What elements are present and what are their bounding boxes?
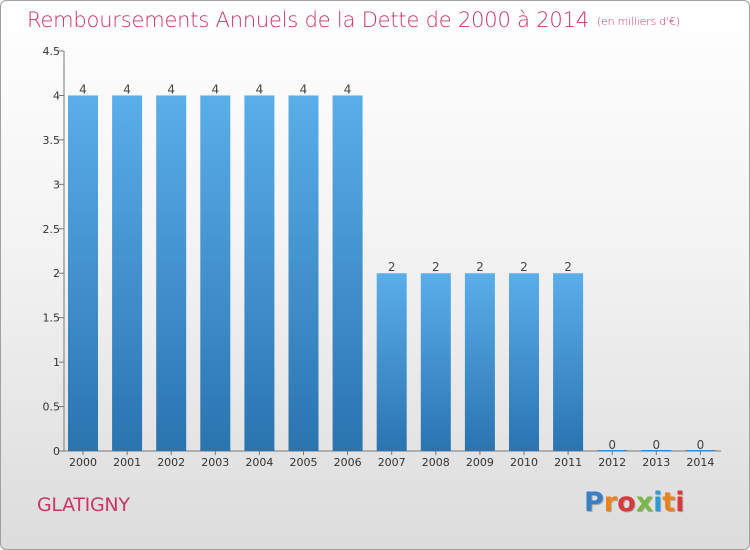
chart-subtitle: (en milliers d'€) <box>596 15 680 28</box>
data-label: 4 <box>211 82 219 96</box>
bar-2002 <box>156 95 187 451</box>
data-label: 4 <box>300 82 308 96</box>
data-label: 2 <box>520 260 528 274</box>
x-tick-label: 2001 <box>113 456 141 469</box>
y-tick-label: 1 <box>53 356 60 369</box>
title-text: Remboursements Annuels de la Dette de 20… <box>27 8 589 32</box>
y-tick-label: 4 <box>53 89 60 102</box>
data-label: 4 <box>256 82 264 96</box>
bar-2008 <box>420 273 451 451</box>
logo-letter: P <box>584 487 604 518</box>
y-tick-label: 2.5 <box>43 223 61 236</box>
data-label: 4 <box>79 82 87 96</box>
chart-title: Remboursements Annuels de la Dette de 20… <box>27 8 680 32</box>
x-tick-label: 2014 <box>686 456 714 469</box>
bar-2001 <box>112 95 143 451</box>
x-tick-label: 2009 <box>466 456 494 469</box>
bar-2006 <box>332 95 363 451</box>
y-tick-label: 0 <box>53 445 60 458</box>
data-label: 2 <box>564 260 572 274</box>
bar-2010 <box>509 273 539 451</box>
x-tick-label: 2008 <box>422 456 450 469</box>
data-label: 4 <box>123 82 131 96</box>
bar-2000 <box>68 95 98 451</box>
data-label: 2 <box>476 260 484 274</box>
x-tick-label: 2006 <box>334 456 362 469</box>
data-label: 4 <box>344 82 352 96</box>
x-tick-label: 2005 <box>290 456 318 469</box>
bar-2011 <box>553 273 584 451</box>
y-tick-label: 3.5 <box>43 134 61 147</box>
y-tick-label: 2 <box>53 267 60 280</box>
town-name: GLATIGNY <box>37 494 130 516</box>
proxiti-logo: Proxiti <box>584 487 685 523</box>
data-label: 0 <box>608 438 616 452</box>
x-tick-label: 2007 <box>378 456 406 469</box>
y-tick-label: 4.5 <box>43 45 61 58</box>
x-tick-label: 2003 <box>201 456 229 469</box>
x-tick-label: 2002 <box>157 456 185 469</box>
data-label: 4 <box>167 82 175 96</box>
x-tick-label: 2012 <box>598 456 626 469</box>
bar-2003 <box>200 95 231 451</box>
logo-letter: t <box>662 487 676 518</box>
data-label: 0 <box>652 438 660 452</box>
data-label: 0 <box>697 438 705 452</box>
logo-letter: x <box>635 487 654 518</box>
y-tick-label: 1.5 <box>43 312 61 325</box>
x-tick-label: 2010 <box>510 456 538 469</box>
bar-2009 <box>464 273 495 451</box>
x-tick-label: 2000 <box>69 456 97 469</box>
data-label: 2 <box>432 260 440 274</box>
logo-letter: i <box>653 487 663 518</box>
y-tick-label: 0.5 <box>43 401 61 414</box>
logo-letter: r <box>603 487 618 518</box>
x-tick-label: 2004 <box>245 456 273 469</box>
bar-2004 <box>244 95 275 451</box>
data-label: 2 <box>388 260 396 274</box>
bar-2005 <box>288 95 319 451</box>
bar-2007 <box>376 273 407 451</box>
x-tick-label: 2013 <box>642 456 670 469</box>
logo-letter: o <box>617 487 636 518</box>
logo-letter: i <box>675 487 685 518</box>
x-tick-label: 2011 <box>554 456 582 469</box>
y-tick-label: 3 <box>53 178 60 191</box>
